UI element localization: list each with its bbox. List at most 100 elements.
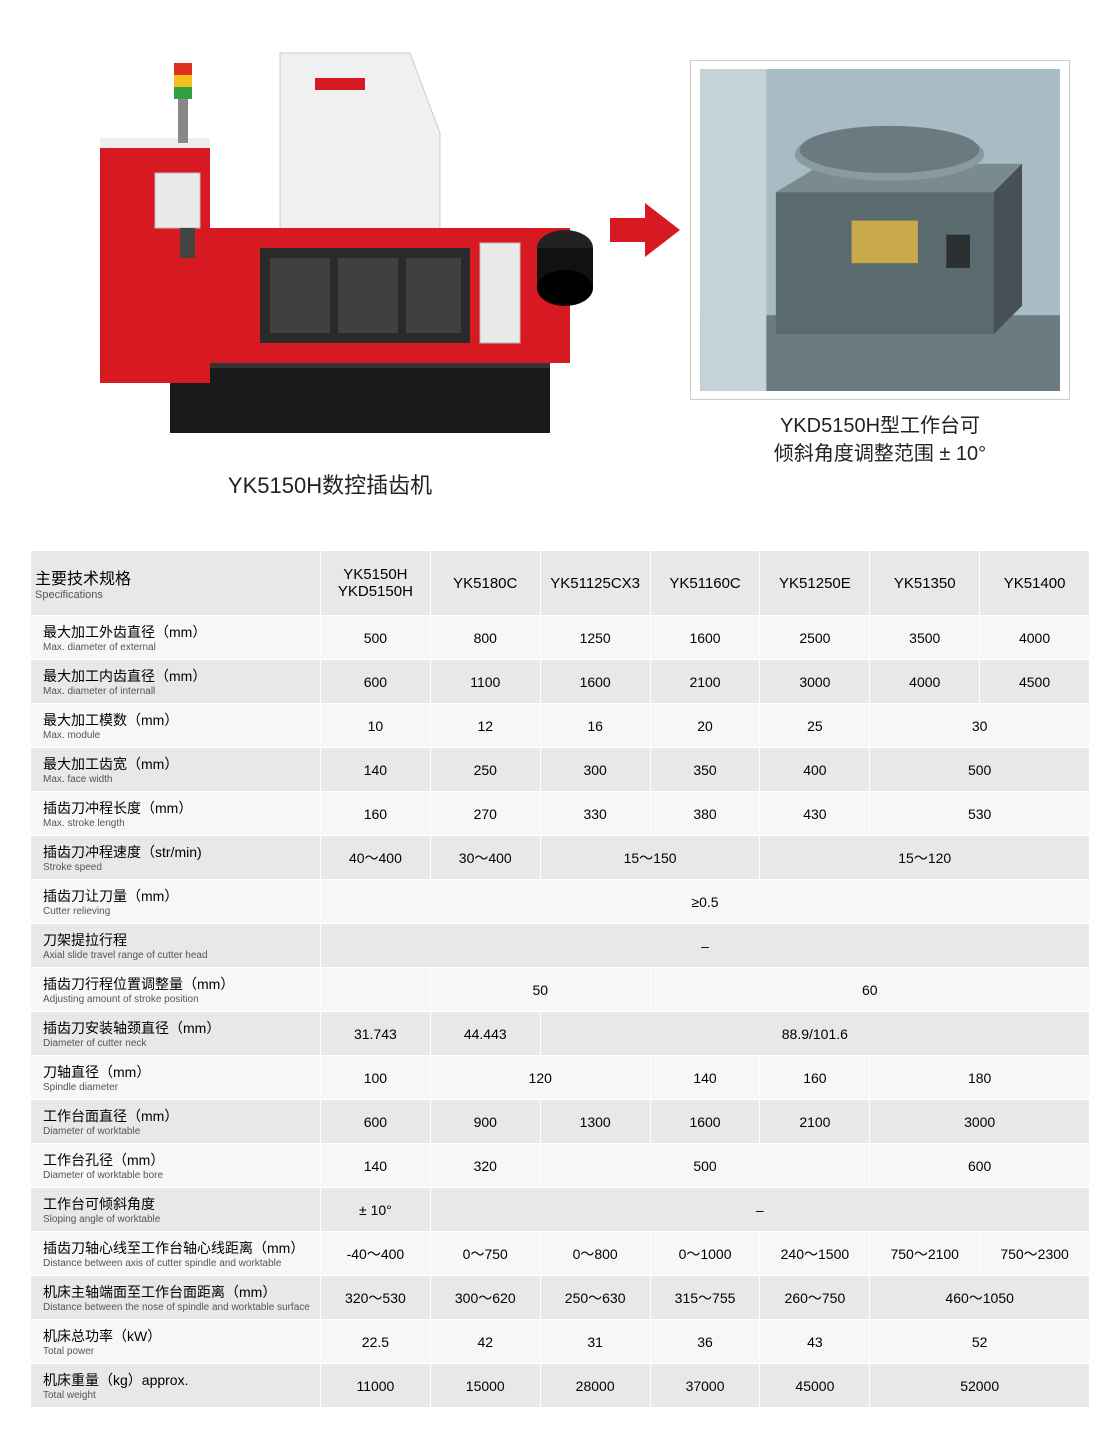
table-row: 插齿刀行程位置调整量（mm）Adjusting amount of stroke… [31,968,1090,1012]
table-cell: 500 [540,1144,870,1188]
table-cell: 600 [870,1144,1090,1188]
table-cell: ± 10° [320,1188,430,1232]
row-label: 工作台面直径（mm）Diameter of worktable [31,1100,321,1144]
table-cell: 750～2100 [870,1232,980,1276]
table-cell [320,968,430,1012]
table-cell: 45000 [760,1364,870,1408]
table-cell: 25 [760,704,870,748]
table-cell: 530 [870,792,1090,836]
row-label: 刀架提拉行程Axial slide travel range of cutter… [31,924,321,968]
table-cell: 260～750 [760,1276,870,1320]
table-cell: 1600 [650,616,760,660]
table-cell: 15～150 [540,836,760,880]
table-cell: 0～750 [430,1232,540,1276]
table-cell: 30～400 [430,836,540,880]
table-row: 插齿刀轴心线至工作台轴心线距离（mm）Distance between axis… [31,1232,1090,1276]
table-cell: 15～120 [760,836,1090,880]
table-cell: 160 [760,1056,870,1100]
table-row: 最大加工内齿直径（mm）Max. diameter of internall60… [31,660,1090,704]
table-cell: 120 [430,1056,650,1100]
detail-block: YKD5150H型工作台可 倾斜角度调整范围 ± 10° [690,60,1070,468]
detail-caption-line2: 倾斜角度调整范围 ± 10° [774,443,986,465]
table-row: 插齿刀冲程长度（mm）Max. stroke length16027033038… [31,792,1090,836]
table-row: 最大加工外齿直径（mm）Max. diameter of external500… [31,616,1090,660]
table-cell: 140 [320,748,430,792]
table-row: 插齿刀让刀量（mm）Cutter relieving≥0.5 [31,880,1090,924]
spec-header-label: 主要技术规格Specifications [31,551,321,616]
table-cell: 600 [320,660,430,704]
row-label: 插齿刀冲程速度（str/min)Stroke speed [31,836,321,880]
model-header: YK51125CX3 [540,551,650,616]
table-cell: – [430,1188,1089,1232]
table-cell: 350 [650,748,760,792]
table-cell: 250 [430,748,540,792]
table-cell: 31 [540,1320,650,1364]
table-cell: 4500 [980,660,1090,704]
table-row: 最大加工模数（mm）Max. module101216202530 [31,704,1090,748]
table-cell: 42 [430,1320,540,1364]
table-cell: 140 [650,1056,760,1100]
model-header: YK51350 [870,551,980,616]
table-cell: 3000 [870,1100,1090,1144]
table-cell: 52 [870,1320,1090,1364]
table-cell: 460～1050 [870,1276,1090,1320]
table-cell: 270 [430,792,540,836]
table-cell: 3500 [870,616,980,660]
table-cell: 800 [430,616,540,660]
table-cell: 0～1000 [650,1232,760,1276]
table-cell: 380 [650,792,760,836]
table-row: 最大加工齿宽（mm）Max. face width140250300350400… [31,748,1090,792]
row-label: 机床重量（kg）approx.Total weight [31,1364,321,1408]
table-cell: 330 [540,792,650,836]
table-cell: 2500 [760,616,870,660]
row-label: 最大加工外齿直径（mm）Max. diameter of external [31,616,321,660]
model-header: YK51250E [760,551,870,616]
table-cell: 320～530 [320,1276,430,1320]
table-cell: 22.5 [320,1320,430,1364]
table-cell: – [320,924,1089,968]
model-header: YK5150HYKD5150H [320,551,430,616]
row-label: 机床总功率（kW）Total power [31,1320,321,1364]
table-row: 机床主轴端面至工作台面距离（mm）Distance between the no… [31,1276,1090,1320]
table-cell: 60 [650,968,1089,1012]
table-cell: 16 [540,704,650,748]
table-cell: 20 [650,704,760,748]
table-cell: 320 [430,1144,540,1188]
table-cell: 1250 [540,616,650,660]
table-row: 机床重量（kg）approx.Total weight1100015000280… [31,1364,1090,1408]
table-cell: 2100 [760,1100,870,1144]
row-label: 工作台可倾斜角度Sloping angle of worktable [31,1188,321,1232]
main-caption: YK5150H数控插齿机 [228,468,432,500]
spec-table: 主要技术规格SpecificationsYK5150HYKD5150HYK518… [30,550,1090,1408]
table-cell: 40～400 [320,836,430,880]
table-cell: -40～400 [320,1232,430,1276]
table-cell: 500 [870,748,1090,792]
table-cell: 2100 [650,660,760,704]
table-cell: 30 [870,704,1090,748]
model-header: YK51400 [980,551,1090,616]
table-cell: 430 [760,792,870,836]
table-cell: 50 [430,968,650,1012]
table-head-row: 主要技术规格SpecificationsYK5150HYKD5150HYK518… [31,551,1090,616]
row-label: 插齿刀冲程长度（mm）Max. stroke length [31,792,321,836]
detail-caption: YKD5150H型工作台可 倾斜角度调整范围 ± 10° [774,412,986,468]
table-cell: 10 [320,704,430,748]
table-cell: 100 [320,1056,430,1100]
table-cell: 12 [430,704,540,748]
table-cell: 37000 [650,1364,760,1408]
table-row: 机床总功率（kW）Total power22.54231364352 [31,1320,1090,1364]
table-cell: 1600 [540,660,650,704]
table-cell: 88.9/101.6 [540,1012,1089,1056]
table-cell: 15000 [430,1364,540,1408]
model-header: YK5180C [430,551,540,616]
row-label: 最大加工模数（mm）Max. module [31,704,321,748]
table-row: 工作台面直径（mm）Diameter of worktable600900130… [31,1100,1090,1144]
machine-illustration [60,33,600,453]
row-label: 最大加工内齿直径（mm）Max. diameter of internall [31,660,321,704]
table-cell: 44.443 [430,1012,540,1056]
table-cell: 43 [760,1320,870,1364]
table-cell: 750～2300 [980,1232,1090,1276]
main-machine-block: YK5150H数控插齿机 [60,20,600,500]
row-label: 工作台孔径（mm）Diameter of worktable bore [31,1144,321,1188]
table-row: 刀轴直径（mm）Spindle diameter100120140160180 [31,1056,1090,1100]
